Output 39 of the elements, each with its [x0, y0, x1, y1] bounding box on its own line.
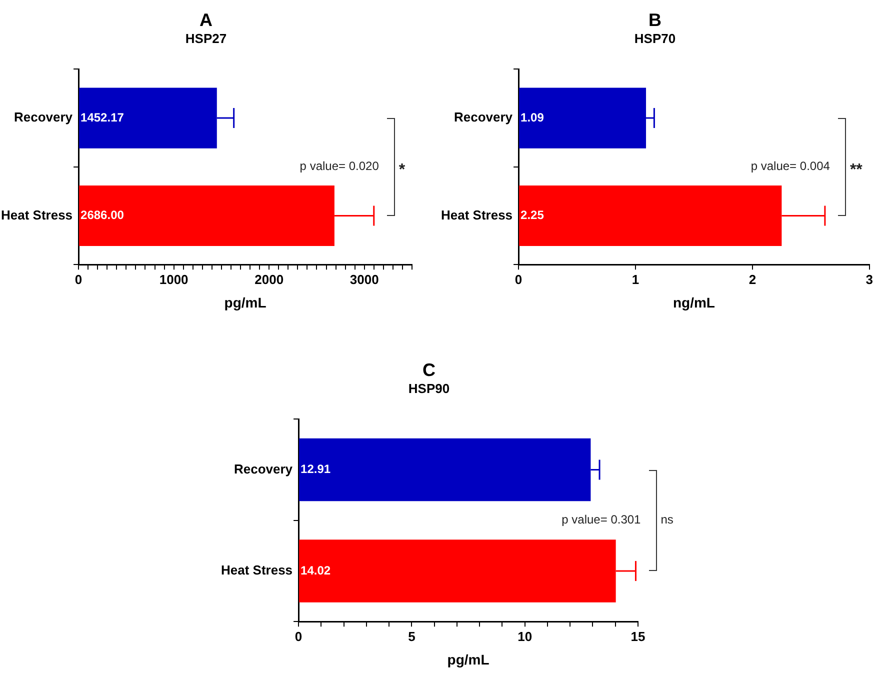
- x-tick-label: 3000: [350, 272, 379, 287]
- x-tick-label: 15: [630, 628, 646, 644]
- x-tick-label: 0: [514, 272, 522, 287]
- data-label: 12.91: [300, 462, 331, 476]
- data-label: 14.02: [300, 563, 331, 578]
- y-tick-label: Heat Stress: [440, 207, 513, 222]
- annotation: **: [850, 161, 864, 178]
- y-tick-label: Heat Stress: [220, 562, 293, 578]
- annotation: p value= 0.004: [750, 159, 830, 174]
- chart-subtitle: HSP70: [634, 30, 676, 46]
- x-tick-label: 0: [294, 628, 302, 644]
- x-axis-title: pg/mL: [224, 294, 267, 310]
- x-tick-label: 5: [408, 628, 416, 644]
- y-tick-label: Recovery: [14, 110, 74, 125]
- x-tick-label: 1000: [159, 272, 188, 287]
- x-axis-title: ng/mL: [672, 294, 716, 310]
- data-label: 2686.00: [80, 208, 124, 222]
- chart-title: A: [200, 10, 212, 30]
- annotation: p value= 0.020: [300, 159, 380, 174]
- x-tick-label: 1: [632, 272, 640, 287]
- data-label: 1452.17: [80, 110, 124, 124]
- chart-subtitle: HSP27: [185, 30, 227, 46]
- chart-title: B: [648, 10, 662, 30]
- data-label: 2.25: [520, 208, 544, 222]
- x-axis-title: pg/mL: [447, 651, 490, 668]
- x-tick-label: 2: [748, 272, 756, 287]
- text: ns: [660, 512, 674, 527]
- chart-title: C: [422, 360, 436, 380]
- x-tick-label: 0: [74, 272, 82, 287]
- y-tick-label: Recovery: [454, 110, 514, 125]
- chart-subtitle: HSP90: [408, 380, 450, 396]
- data-label: 1.09: [520, 110, 544, 124]
- annotation: *: [398, 161, 406, 178]
- x-tick-label: 2000: [254, 272, 284, 287]
- y-tick-label: Recovery: [234, 461, 294, 476]
- x-tick-label: 10: [518, 628, 532, 644]
- x-tick-label: 3: [866, 272, 873, 287]
- y-tick-label: Heat Stress: [0, 207, 73, 222]
- annotation: p value= 0.301: [562, 512, 642, 527]
